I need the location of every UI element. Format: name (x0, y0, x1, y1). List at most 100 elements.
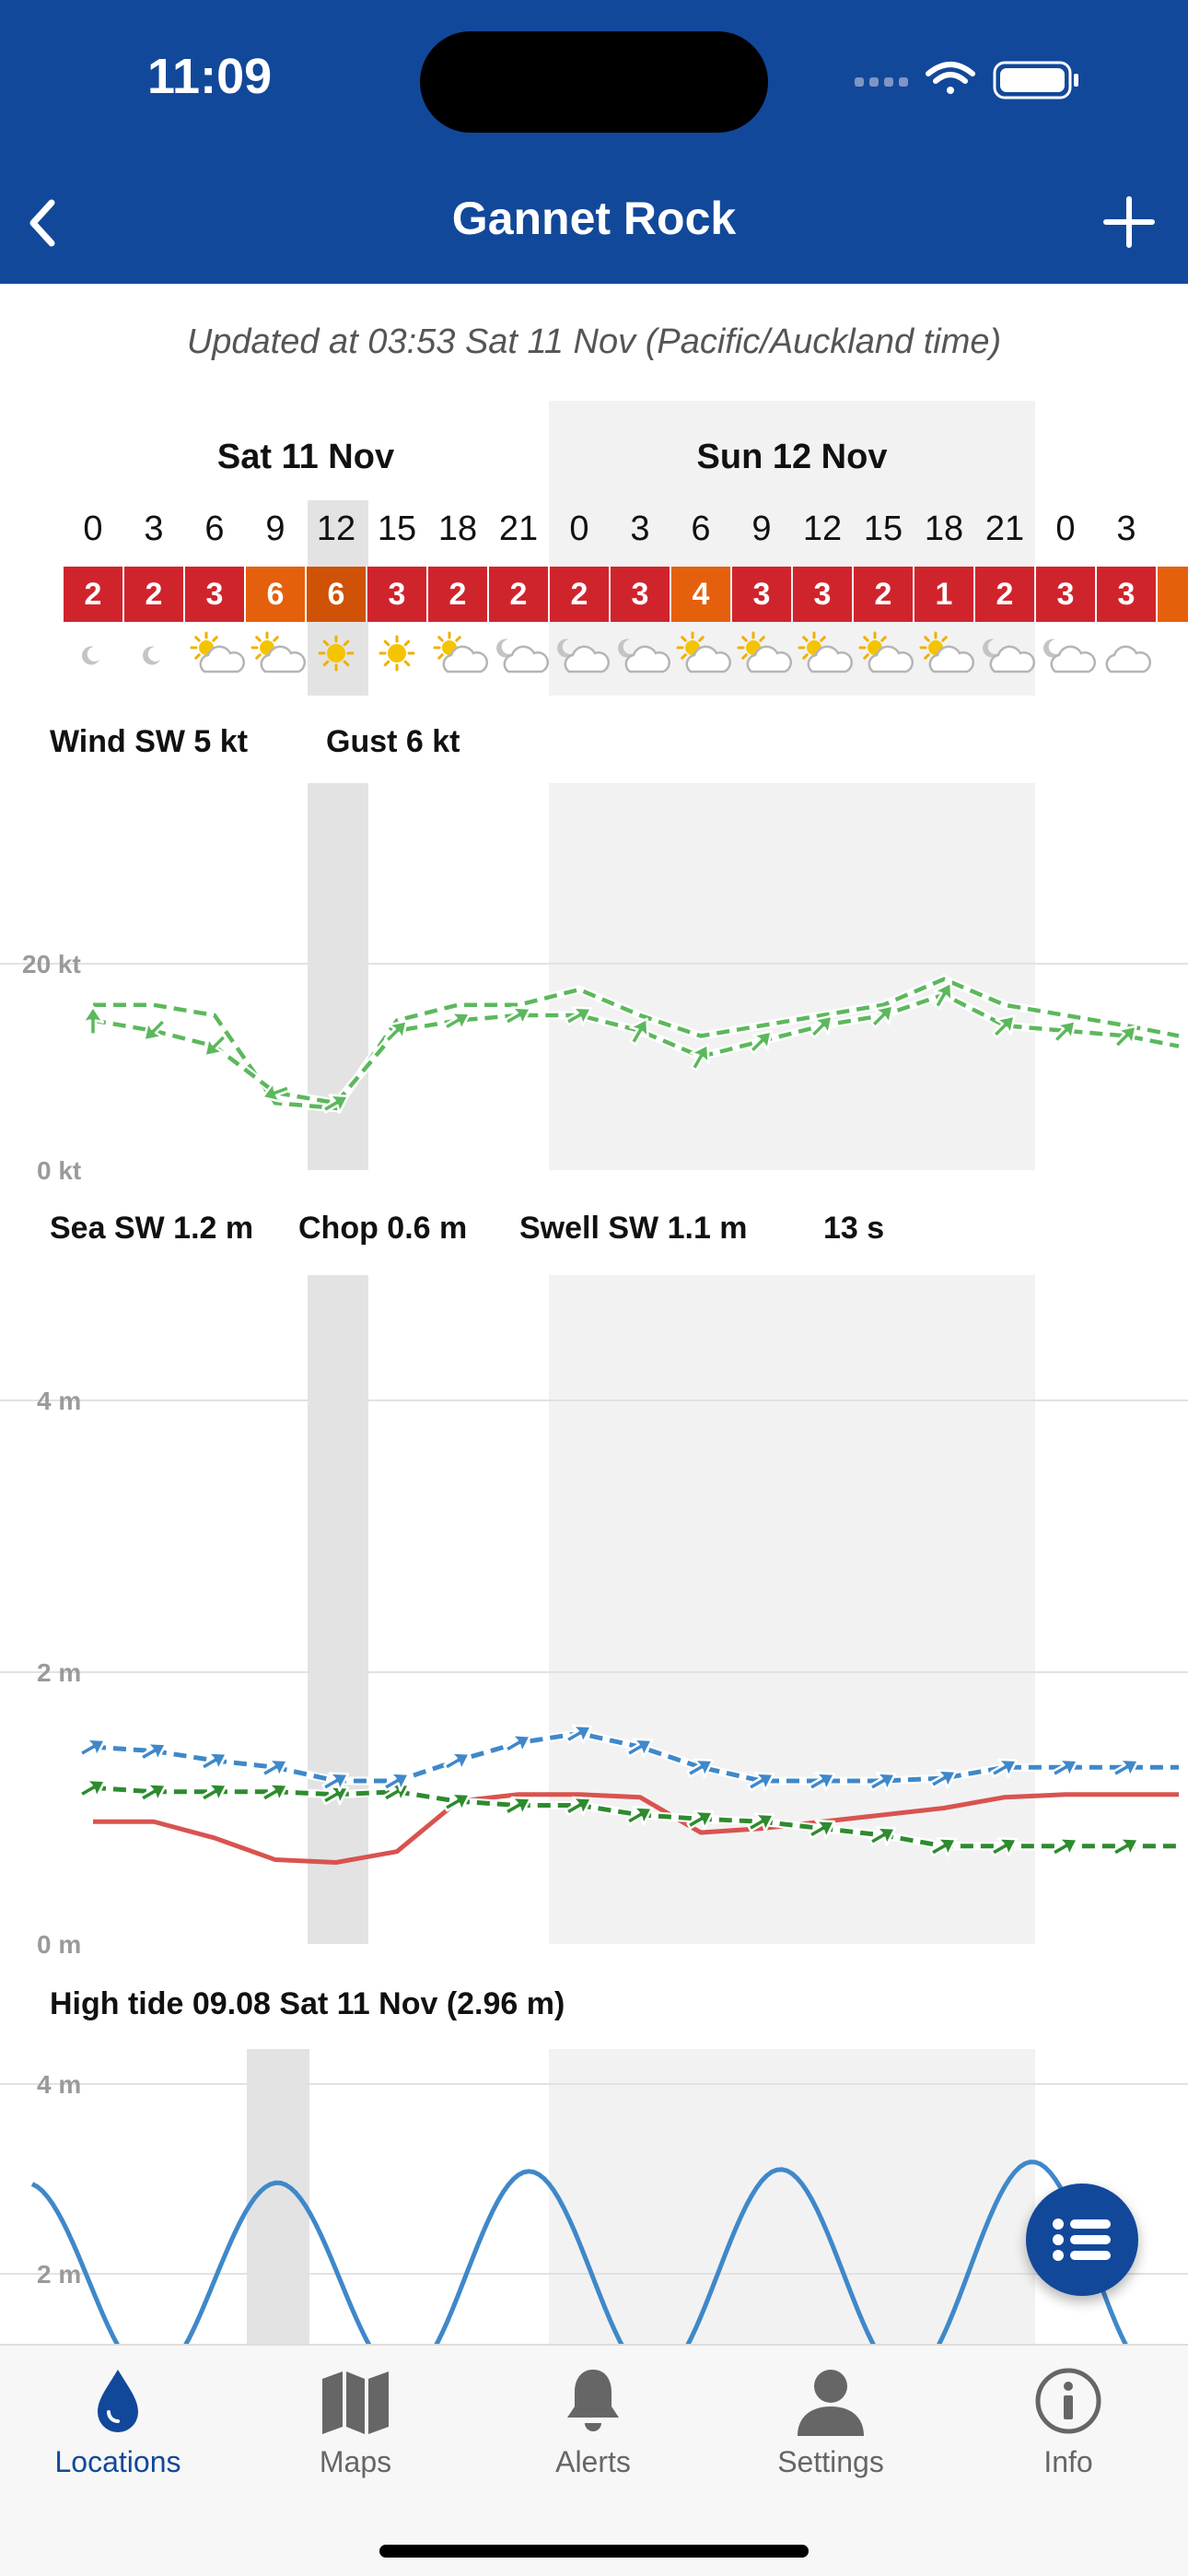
rating-cell[interactable]: 3 (1036, 567, 1095, 622)
weather-cell (488, 631, 550, 677)
rating-cell[interactable]: 2 (489, 567, 548, 622)
rating-cell[interactable]: 6 (307, 567, 366, 622)
rating-cell[interactable]: 2 (428, 567, 487, 622)
sun-cloud-icon (858, 631, 914, 673)
sea-arrow (990, 1758, 1019, 1779)
tab-info[interactable]: Info (958, 2364, 1179, 2479)
tab-alerts[interactable]: Alerts (483, 2364, 704, 2479)
tab-maps[interactable]: Maps (245, 2364, 466, 2479)
sea-arrow (504, 1733, 532, 1754)
sun-cloud-icon (190, 631, 246, 673)
hour-label: 9 (751, 509, 772, 548)
hour-label: 15 (863, 509, 903, 548)
rating-cell[interactable]: 4 (671, 567, 730, 622)
sea-arrow (321, 1772, 350, 1792)
sea-arrow (565, 1724, 593, 1745)
day-label: Sat 11 Nov (216, 438, 395, 476)
back-button[interactable] (13, 190, 77, 254)
wind-arrow (629, 1017, 649, 1046)
rating-cell[interactable]: 2 (124, 567, 183, 622)
wind-chart: 20 kt 0 kt (0, 783, 1188, 1185)
swell-arrow (504, 1796, 532, 1817)
swell-arrow (565, 1796, 593, 1817)
tab-bar: Locations Maps Alerts Settings Info (0, 2344, 1188, 2576)
hour-label: 12 (802, 509, 843, 548)
wind-arrow (261, 1081, 291, 1103)
sea-arrow (443, 1751, 472, 1772)
night-band (549, 2049, 1035, 2344)
sea-arrow (625, 1738, 654, 1758)
weather-cell (427, 631, 489, 677)
y-tick-label: 20 kt (22, 950, 81, 978)
dynamic-island (420, 31, 768, 133)
hour-label: 21 (984, 509, 1025, 548)
sea-arrow (686, 1758, 715, 1779)
sun-cloud-icon (798, 631, 854, 673)
rating-cell[interactable]: 1 (914, 567, 973, 622)
tab-settings[interactable]: Settings (720, 2364, 941, 2479)
bell-icon (567, 2370, 619, 2431)
wind-arrow (992, 1014, 1016, 1039)
updated-timestamp: Updated at 03:53 Sat 11 Nov (Pacific/Auc… (186, 322, 1002, 361)
info-icon (1035, 2368, 1101, 2434)
sea-arrow (382, 1772, 411, 1792)
sun-cloud-icon (676, 631, 732, 673)
rating-cell[interactable]: 2 (975, 567, 1034, 622)
menu-fab-button[interactable] (1026, 2184, 1138, 2296)
night-band (549, 1275, 1035, 1944)
sea-arrow (261, 1758, 289, 1779)
hour-label: 0 (83, 509, 103, 548)
add-location-button[interactable] (1092, 190, 1166, 254)
weather-cell (914, 631, 975, 677)
moon-icon (143, 646, 160, 665)
wind-arrow (384, 1019, 408, 1044)
swell-arrow (261, 1783, 289, 1803)
sun-icon (318, 635, 355, 672)
y-tick-label: 2 m (37, 2260, 81, 2289)
hour-label: 0 (569, 509, 589, 548)
rating-cell[interactable]: 2 (550, 567, 609, 622)
hour-label: 18 (437, 509, 478, 548)
weather-cell (853, 631, 914, 677)
hour-label: 18 (924, 509, 964, 548)
chop-label: Chop 0.6 m (298, 1211, 468, 1246)
tab-label: Maps (319, 2445, 392, 2478)
tab-locations[interactable]: Locations (7, 2364, 228, 2479)
rating-cell[interactable]: 6 (246, 567, 305, 622)
rating-cell[interactable]: 3 (367, 567, 426, 622)
sea-arrow (78, 1738, 107, 1758)
moon-icon (82, 646, 99, 665)
current-time-band (308, 1275, 368, 1944)
day-label: Sun 12 Nov (696, 438, 888, 476)
swell-arrow (1051, 1837, 1079, 1857)
moon-cloud-icon (618, 638, 671, 673)
wind-arrow (504, 1006, 532, 1026)
sea-arrow (139, 1741, 168, 1762)
y-tick-label: 0 kt (37, 1156, 81, 1185)
sea-arrow (868, 1772, 897, 1792)
tide-line (30, 2160, 1128, 2344)
swell-arrow (78, 1778, 107, 1799)
sea-arrow (808, 1772, 836, 1792)
rating-cell[interactable]: 3 (1097, 567, 1156, 622)
wind-arrow (81, 1005, 105, 1036)
weather-cell (1096, 631, 1157, 677)
rating-cell[interactable]: 3 (793, 567, 852, 622)
tab-label: Alerts (555, 2445, 631, 2478)
rating-cell[interactable]: 2 (854, 567, 913, 622)
rating-cell[interactable]: 2 (64, 567, 122, 622)
forecast-strip: Sat 11 Nov Sun 12 Nov 0 3 6 9 12 15 18 21 0 3 6 9 12 1… (0, 401, 1188, 696)
weather-cell (670, 631, 732, 677)
list-icon (1053, 2219, 1111, 2261)
moon-cloud-icon (496, 638, 550, 673)
plus-icon (1103, 196, 1155, 248)
rating-cell[interactable]: 3 (185, 567, 244, 622)
person-icon (798, 2370, 864, 2436)
swell-label: Swell SW 1.1 m (519, 1211, 748, 1246)
sea-arrow (929, 1769, 958, 1789)
hour-label: 3 (144, 509, 164, 548)
rating-cell[interactable]: 3 (611, 567, 670, 622)
rating-cell[interactable]: 3 (732, 567, 791, 622)
tab-label: Locations (54, 2445, 181, 2478)
hour-label: 3 (1116, 509, 1136, 548)
